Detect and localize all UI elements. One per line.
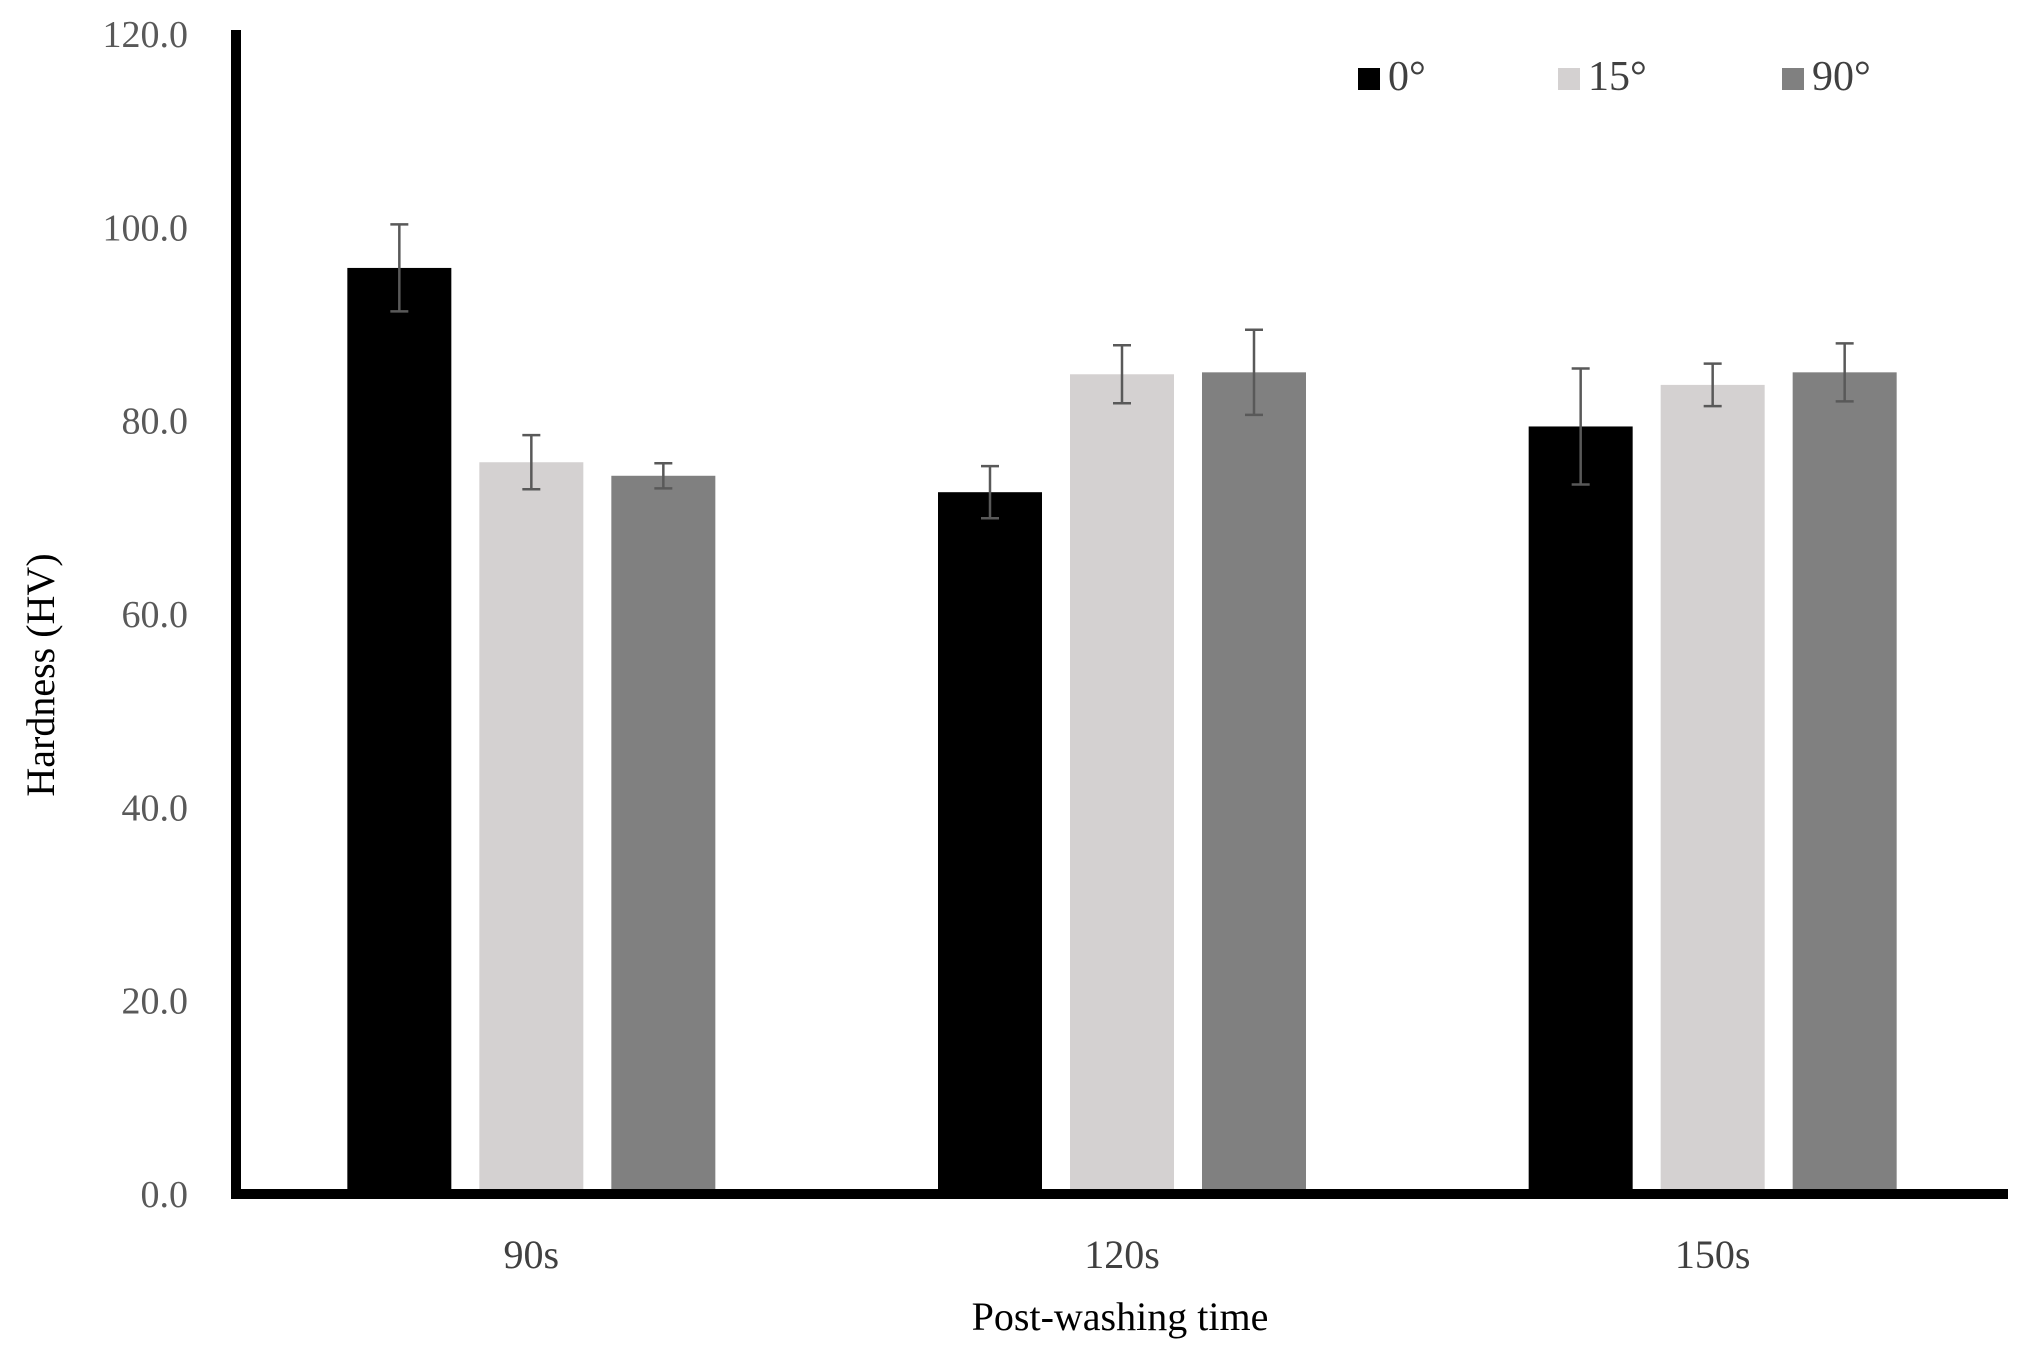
- y-tick-label: 80.0: [122, 401, 189, 443]
- bar: [1792, 372, 1897, 1194]
- legend-item: 0°: [1358, 54, 1426, 100]
- bar: [479, 462, 584, 1194]
- y-tick-label: 120.0: [103, 14, 189, 56]
- bar: [1070, 374, 1174, 1194]
- legend-item: 90°: [1782, 54, 1871, 100]
- error-bar: [1113, 344, 1131, 405]
- x-axis-title: Post-washing time: [972, 1294, 1269, 1339]
- bar: [938, 492, 1042, 1194]
- y-tick-label: 20.0: [122, 981, 189, 1023]
- y-axis-title: Hardness (HV): [18, 553, 63, 796]
- error-bar: [981, 464, 999, 520]
- legend-swatch: [1558, 68, 1580, 90]
- legend-label: 0°: [1388, 54, 1426, 100]
- legend: 0° 15° 90°: [1358, 54, 1871, 100]
- error-bar: [1245, 328, 1263, 417]
- legend-swatch: [1358, 68, 1380, 90]
- legend-swatch: [1782, 68, 1804, 90]
- x-tick-labels: 90s 120s 150s: [504, 1232, 1751, 1277]
- error-bar: [1571, 367, 1590, 486]
- y-tick-label: 40.0: [122, 787, 189, 829]
- error-bar: [1835, 342, 1854, 403]
- error-bar: [522, 433, 541, 491]
- error-bar: [1703, 362, 1722, 408]
- y-tick-label: 60.0: [122, 594, 189, 636]
- legend-label: 15°: [1588, 54, 1647, 100]
- legend-label: 90°: [1812, 54, 1871, 100]
- y-tick-label: 100.0: [103, 207, 189, 249]
- bar: [347, 267, 452, 1194]
- bar: [1202, 372, 1306, 1194]
- x-tick-label: 150s: [1675, 1232, 1751, 1277]
- error-bar: [390, 223, 409, 313]
- error-bars-layer: [390, 223, 1854, 520]
- bar: [611, 475, 716, 1194]
- y-tick-label: 0.0: [141, 1174, 189, 1216]
- x-tick-label: 90s: [504, 1232, 560, 1277]
- bar: [1528, 426, 1633, 1194]
- error-bar: [654, 461, 673, 490]
- bar: [1660, 384, 1765, 1194]
- x-tick-label: 120s: [1084, 1232, 1160, 1277]
- bars-layer: [347, 267, 1897, 1194]
- y-tick-labels: 0.0 20.0 40.0 60.0 80.0 100.0 120.0: [103, 14, 189, 1216]
- legend-item: 15°: [1558, 54, 1647, 100]
